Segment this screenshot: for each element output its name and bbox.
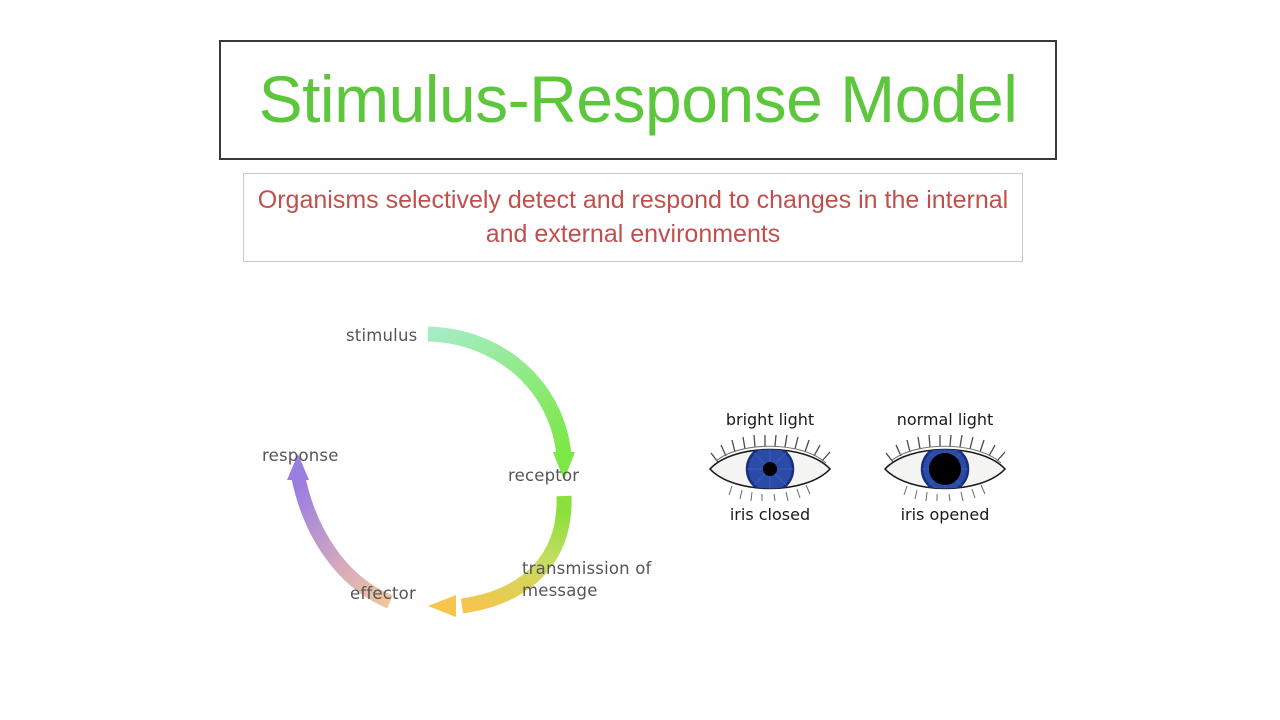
- eye-icon-small-pupil: [708, 435, 832, 501]
- eye-figure-normal-light: normal light: [865, 410, 1025, 524]
- arrow-stimulus-to-receptor: [427, 326, 575, 480]
- cycle-label-transmission: transmission of message: [522, 559, 652, 600]
- eye-icon-large-pupil: [883, 435, 1007, 501]
- eye-pupil-comparison-panel: bright light: [690, 410, 1030, 555]
- stimulus-response-cycle-diagram: stimulus receptor transmission of messag…: [250, 310, 670, 630]
- cycle-label-response: response: [262, 446, 339, 465]
- cycle-label-receptor: receptor: [508, 466, 580, 485]
- eye-caption-iris-opened: iris opened: [900, 505, 990, 524]
- arrow-effector-to-response: [287, 454, 393, 609]
- subtitle-text: Organisms selectively detect and respond…: [257, 186, 1009, 248]
- cycle-arrows-graphic: [287, 326, 575, 617]
- eye-caption-iris-closed: iris closed: [729, 505, 811, 524]
- eye-figure-bright-light: bright light: [690, 410, 850, 524]
- cycle-label-effector: effector: [350, 584, 416, 603]
- eye-caption-bright-light: bright light: [725, 410, 815, 429]
- title-box: Stimulus-Response Model: [219, 40, 1057, 160]
- cycle-label-stimulus: stimulus: [346, 326, 418, 345]
- subtitle-box: Organisms selectively detect and respond…: [243, 173, 1023, 262]
- page-title: Stimulus-Response Model: [258, 62, 1018, 137]
- eye-caption-normal-light: normal light: [896, 410, 994, 429]
- arrow-receptor-to-effector: [428, 495, 572, 617]
